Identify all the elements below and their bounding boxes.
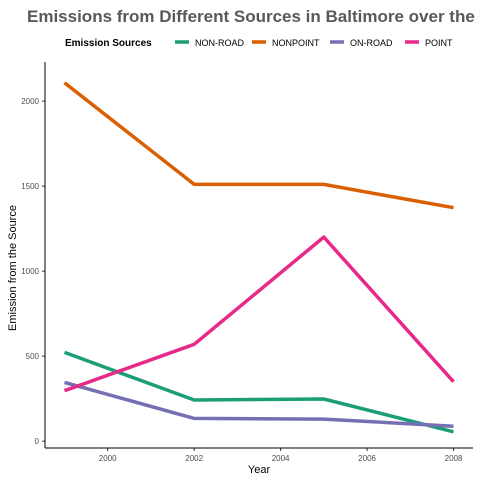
y-axis: Emission from the Source 0 500 1000 1500 200… — [7, 97, 45, 446]
x-axis: Year 2000 2002 2004 2006 2008 — [99, 448, 463, 476]
y-axis-title: Emission from the Source — [7, 205, 19, 331]
y-ticks: 0 500 1000 1500 2000 — [21, 97, 45, 446]
series-lines — [63, 81, 455, 434]
y-tick-label: 1000 — [21, 267, 39, 276]
series-line-nonpoint — [63, 81, 454, 210]
chart-title: Emissions from Different Sources in Balt… — [27, 7, 480, 26]
x-tick-label: 2000 — [99, 454, 117, 463]
x-axis-title: Year — [248, 464, 271, 476]
y-tick-label: 2000 — [21, 97, 39, 106]
x-ticks: 2000 2002 2004 2006 2008 — [99, 448, 463, 463]
series-line-on-road — [64, 380, 454, 428]
series-line-point — [63, 235, 455, 393]
legend-label-on-road: ON-ROAD — [350, 38, 393, 48]
x-tick-label: 2008 — [445, 454, 463, 463]
legend-label-nonpoint: NONPOINT — [272, 38, 320, 48]
x-tick-label: 2002 — [185, 454, 203, 463]
legend-label-non-road: NON-ROAD — [195, 38, 244, 48]
y-tick-label: 1500 — [21, 182, 39, 191]
y-tick-label: 0 — [35, 437, 40, 446]
x-tick-label: 2004 — [272, 454, 290, 463]
series-line-non-road — [63, 350, 454, 434]
legend-items: NON-ROAD NONPOINT ON-ROAD POINT — [175, 38, 453, 48]
legend-title: Emission Sources — [65, 38, 152, 49]
x-tick-label: 2006 — [358, 454, 376, 463]
legend-label-point: POINT — [425, 38, 453, 48]
y-tick-label: 500 — [26, 352, 40, 361]
legend: Emission Sources NON-ROAD NONPOINT ON-ROAD… — [65, 38, 453, 49]
